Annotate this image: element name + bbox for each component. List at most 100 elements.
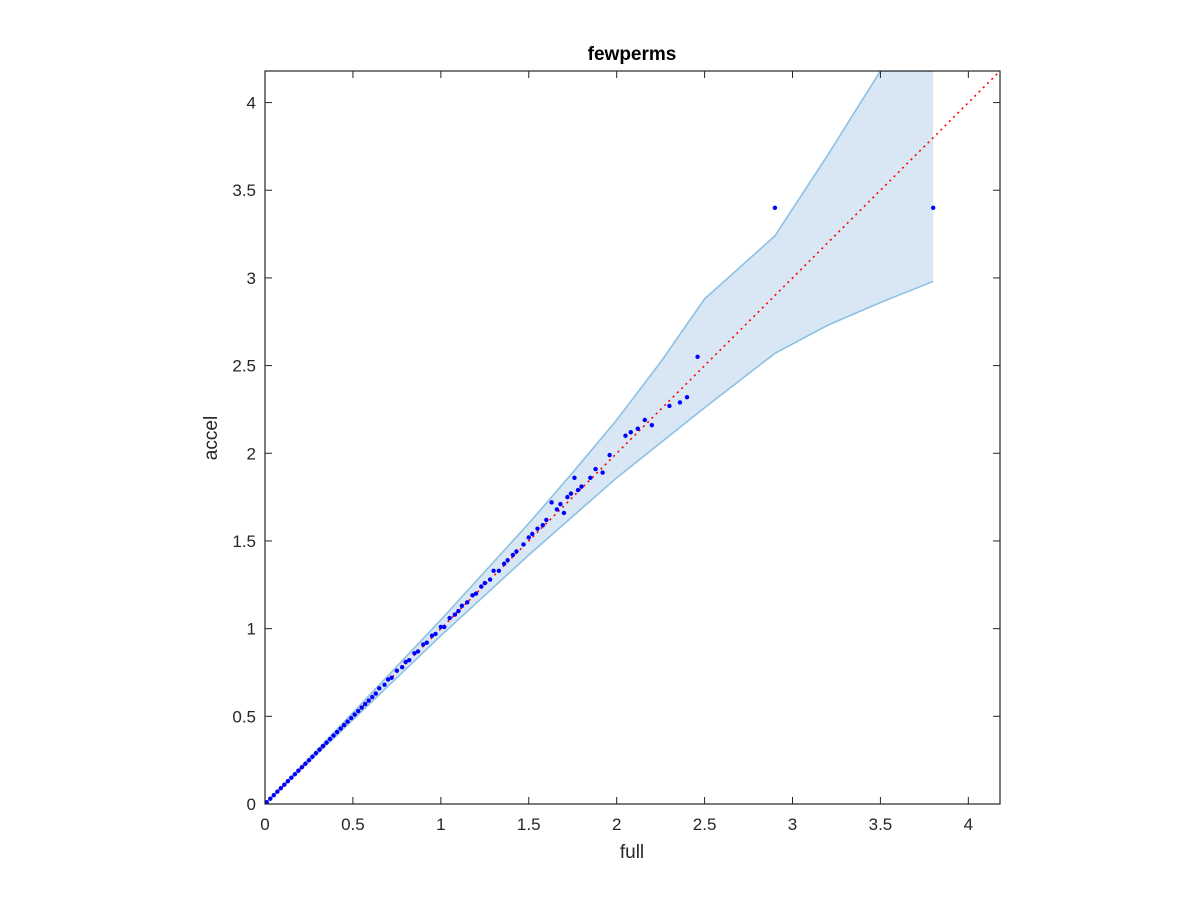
data-point [370,694,375,700]
y-tick-label: 3 [247,269,256,288]
data-point [459,603,465,609]
data-point [268,796,273,801]
data-point [501,561,507,566]
data-point [649,423,655,428]
data-point [530,531,535,537]
data-point [310,754,315,759]
data-point [341,722,347,728]
data-point [424,640,429,645]
x-axis-label: full [620,842,644,863]
data-point [317,747,322,752]
data-point [296,768,301,773]
data-point [265,800,269,804]
data-point [275,789,280,794]
data-point [772,205,778,210]
data-point [452,612,458,617]
data-point [421,642,426,647]
y-axis-label: accel [201,416,222,460]
data-point [385,677,391,682]
data-point [568,491,574,496]
data-point [667,403,672,409]
data-point [600,470,605,475]
data-point [429,633,435,638]
data-point [292,771,298,777]
data-point [394,668,400,673]
plot-content [265,71,1000,804]
data-point [535,526,540,531]
x-tick-label: 4 [964,815,973,834]
y-tick-label: 3.5 [232,181,256,200]
data-point [406,658,412,663]
data-point [313,750,319,756]
x-tick-label: 0.5 [341,815,365,834]
data-point [355,708,361,714]
data-point [456,608,461,614]
data-point [331,733,336,738]
data-point [334,729,340,735]
data-point [544,517,549,523]
identity-reference-line [265,71,1000,804]
plot-area: 0 0.5 1 1.5 2 2.5 3 3.5 4 0 0.5 1 1.5 2 2.5 3 3.5 4 [232,70,1001,834]
x-tick-label: 0 [260,815,269,834]
data-point [572,475,577,481]
confidence-band-fill [265,71,934,804]
data-point [510,552,516,558]
data-point [635,426,640,431]
axes-box [264,70,1001,805]
data-point [465,600,470,605]
data-point [415,649,421,654]
y-tick-label: 1 [247,620,256,639]
data-point [285,779,291,784]
data-point [575,487,581,493]
data-point [540,522,546,528]
data-point [271,793,276,798]
confidence-band-upper-edge [265,71,934,804]
data-point [565,494,570,500]
x-tick-label: 3 [788,815,797,834]
data-point [338,726,343,731]
data-point [359,705,364,710]
data-point [628,430,633,435]
data-point [306,757,312,763]
x-tick-label: 1 [436,815,445,834]
data-point [526,535,531,540]
data-point [549,500,554,505]
confidence-band-lower-edge [265,280,934,804]
data-point [558,501,563,507]
data-point [642,417,648,423]
data-point [930,205,936,210]
data-point [327,736,333,742]
data-point [561,510,567,516]
x-tick-label: 1.5 [517,815,541,834]
data-point [289,775,294,780]
data-point [505,558,510,563]
data-point [303,761,308,766]
data-point [433,631,438,637]
y-tick-label: 2.5 [232,357,256,376]
data-point [447,615,452,621]
data-point [282,782,287,787]
data-point [438,624,444,630]
y-tick-label: 0 [247,795,256,814]
data-point [521,542,526,547]
data-point [514,549,519,554]
data-point [278,786,284,791]
x-tick-label: 2.5 [693,815,717,834]
data-point [579,484,584,489]
data-point [399,665,405,670]
data-point [588,475,593,481]
y-tick-label: 0.5 [232,707,256,726]
data-point [487,577,493,582]
data-point [479,584,484,589]
data-point [389,675,394,680]
data-point [373,691,378,696]
data-point [345,719,350,724]
data-point [403,659,408,665]
data-point [496,568,502,573]
data-point [442,624,447,630]
data-point [695,354,700,360]
y-tick-label: 4 [247,94,256,113]
data-point [366,698,371,703]
data-point [677,400,683,405]
